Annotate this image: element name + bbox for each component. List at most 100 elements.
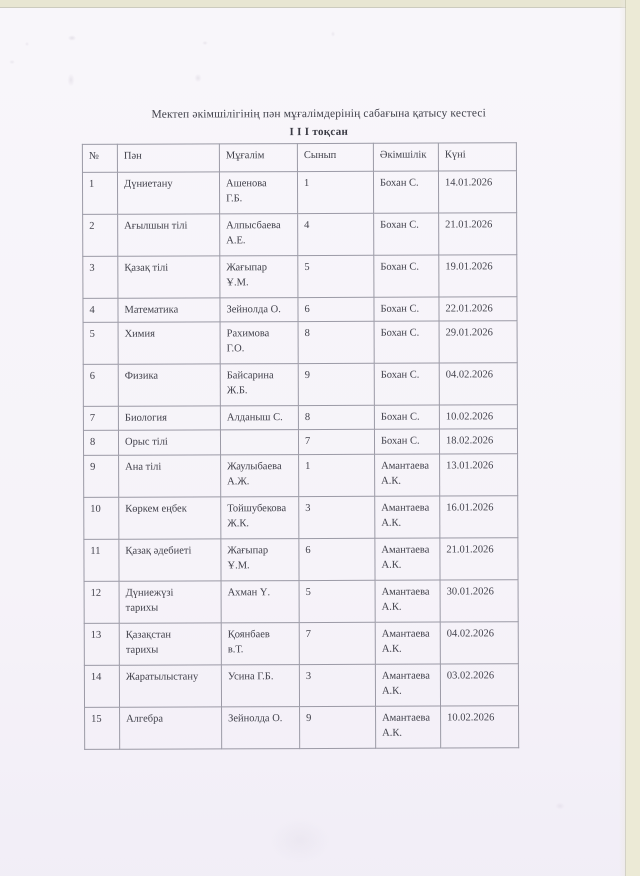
cell-admin-line-1: Бохан С.	[380, 261, 420, 273]
cell-grade-line-1: 9	[306, 712, 312, 724]
cell-grade: 3	[299, 663, 376, 707]
column-header-grade: Сынып	[297, 143, 374, 172]
cell-grade-line-1: 1	[303, 178, 310, 190]
cell-subject-line-2: тарихы	[125, 644, 159, 656]
cell-grade: 1	[298, 453, 375, 497]
cell-admin-line-1: Амантаева	[381, 460, 430, 472]
cell-number-line-1: 9	[90, 461, 96, 473]
cell-grade-line-1: 5	[304, 262, 310, 274]
cell-admin: Бохан С.	[373, 255, 439, 298]
cell-number: 10	[83, 496, 119, 539]
cell-admin-line-1: Бохан С.	[380, 411, 420, 423]
cell-grade: 9	[299, 705, 376, 749]
column-header-subject: Пән	[117, 143, 220, 173]
cell-date: 22.01.2026	[438, 296, 518, 322]
cell-grade-line-1: 1	[305, 460, 311, 472]
cell-date: 14.01.2026	[438, 170, 517, 214]
cell-admin-line-2: А.К.	[381, 643, 402, 655]
cell-date-line-1: 13.01.2026	[446, 459, 494, 472]
cell-teacher-line-1: Тойшубекова	[227, 502, 287, 514]
cell-date: 13.01.2026	[439, 453, 518, 496]
cell-number: 11	[83, 538, 120, 581]
cell-number: 7	[83, 406, 119, 431]
cell-subject-line-1: Көркем еңбек	[125, 503, 187, 515]
cell-date: 16.01.2026	[439, 495, 518, 538]
cell-subject: Физика	[118, 364, 221, 407]
table-body: 1 Дүниетану Ашенова Г.Б. 1 Бохан С. 14.01.2026…	[82, 170, 519, 749]
cell-number-line-1: 13	[90, 629, 102, 641]
cell-teacher: Зейнолда О.	[219, 297, 299, 323]
cell-date: 21.01.2026	[439, 537, 519, 580]
cell-date: 04.02.2026	[439, 362, 518, 406]
column-header-number: №	[82, 144, 118, 173]
cell-number-line-1: 3	[89, 262, 95, 274]
cell-number-line-1: 10	[90, 503, 101, 515]
cell-subject: Жаратылыстану	[119, 664, 222, 707]
cell-subject-line-1: Орыс тілі	[124, 436, 168, 449]
cell-grade: 8	[298, 405, 375, 430]
page-title: Мектеп әкімшілігінің пән мұғалімдерінің …	[151, 107, 487, 121]
cell-teacher: Қоянбаев в.Т.	[221, 622, 300, 665]
table-row: 2 Ағылшын тілі Алпысбаева А.Е. 4 Бохан С. 21.0…	[82, 212, 517, 257]
cell-number-line-1: 7	[89, 413, 96, 425]
table-row: 8 Орыс тілі 7 Бохан С. 18.02.2026	[83, 429, 518, 455]
cell-admin-line-1: Амантаева	[382, 712, 431, 724]
cell-subject-line-1: Алгебра	[126, 713, 163, 725]
cell-teacher-line-2: в.Т.	[227, 643, 244, 656]
cell-teacher: Тойшубекова Ж.К.	[220, 496, 299, 539]
cell-date-line-1: 18.02.2026	[445, 435, 494, 447]
page-subtitle: I I I тоқсан	[289, 125, 349, 139]
cell-subject-line-1: Биология	[124, 412, 167, 424]
cell-teacher	[220, 429, 299, 455]
cell-number-line-1: 5	[89, 329, 95, 341]
table-row: 14 Жаратылыстану Усина Г.Б. 3 Амантаева А.К. 0…	[84, 663, 519, 707]
cell-teacher-line-2: А.Ж.	[227, 475, 250, 488]
cell-admin-line-1: Амантаева	[381, 628, 430, 640]
cell-subject: Ағылшын тілі	[117, 213, 220, 257]
cell-teacher: Байсарина Ж.Б.	[220, 363, 299, 407]
cell-number-line-1: 11	[90, 545, 101, 557]
cell-number-line-1: 1	[88, 178, 95, 190]
cell-admin: Амантаева А.К.	[375, 579, 441, 622]
cell-grade: 6	[297, 297, 375, 322]
cell-number: 13	[84, 622, 120, 665]
cell-admin-line-1: Бохан С.	[380, 327, 420, 339]
cell-admin: Амантаева А.К.	[374, 453, 440, 496]
cell-grade-line-1: 3	[305, 502, 311, 514]
cell-admin: Амантаева А.К.	[375, 663, 441, 706]
cell-date: 30.01.2026	[440, 579, 519, 622]
cell-grade: 8	[298, 321, 375, 364]
cell-subject: Дүниетану	[117, 171, 220, 215]
cell-grade: 3	[298, 495, 375, 539]
cell-admin-line-1: Амантаева	[381, 502, 430, 514]
cell-number-line-1: 12	[90, 587, 102, 599]
cell-admin-line-1: Амантаева	[381, 544, 430, 556]
cell-admin-line-1: Бохан С.	[380, 369, 420, 381]
cell-date-line-1: 29.01.2026	[445, 327, 493, 339]
table-row: 13 Қазақстан тарихы Қоянбаев в.Т. 7 Амантаева А…	[84, 621, 519, 665]
table-row: 1 Дүниетану Ашенова Г.Б. 1 Бохан С. 14.01.2026	[82, 170, 517, 215]
cell-date-line-1: 16.01.2026	[446, 501, 494, 514]
column-header-date: Күні	[438, 142, 517, 172]
cell-teacher: Зейнолда О.	[221, 706, 300, 749]
cell-number: 2	[82, 214, 118, 257]
cell-teacher-line-1: Ашенова	[225, 178, 267, 190]
cell-teacher-line-2: А.Е.	[226, 235, 246, 247]
cell-teacher-line-2: Ж.К.	[227, 517, 250, 530]
cell-date-line-1: 14.01.2026	[444, 177, 493, 189]
cell-date-line-1: 21.01.2026	[446, 543, 494, 556]
cell-admin: Амантаева А.К.	[374, 537, 441, 580]
cell-teacher: Ахман Ү.	[221, 580, 300, 623]
cell-subject-line-1: Жаратылыстану	[125, 670, 199, 683]
cell-admin: Бохан С.	[374, 321, 440, 364]
cell-date-line-1: 30.01.2026	[446, 585, 494, 598]
cell-teacher: Рахимова Г.О.	[220, 321, 299, 365]
cell-number: 8	[83, 430, 119, 455]
cell-subject: Алгебра	[119, 706, 222, 749]
lesson-attendance-table: № Пән Мұғалім Сынып Әкімшілік Күні 1 Дүни…	[82, 142, 519, 749]
cell-teacher-line-1: Жағыпар	[227, 544, 269, 556]
cell-date-line-1: 03.02.2026	[446, 669, 495, 682]
cell-admin: Амантаева А.К.	[375, 705, 441, 748]
